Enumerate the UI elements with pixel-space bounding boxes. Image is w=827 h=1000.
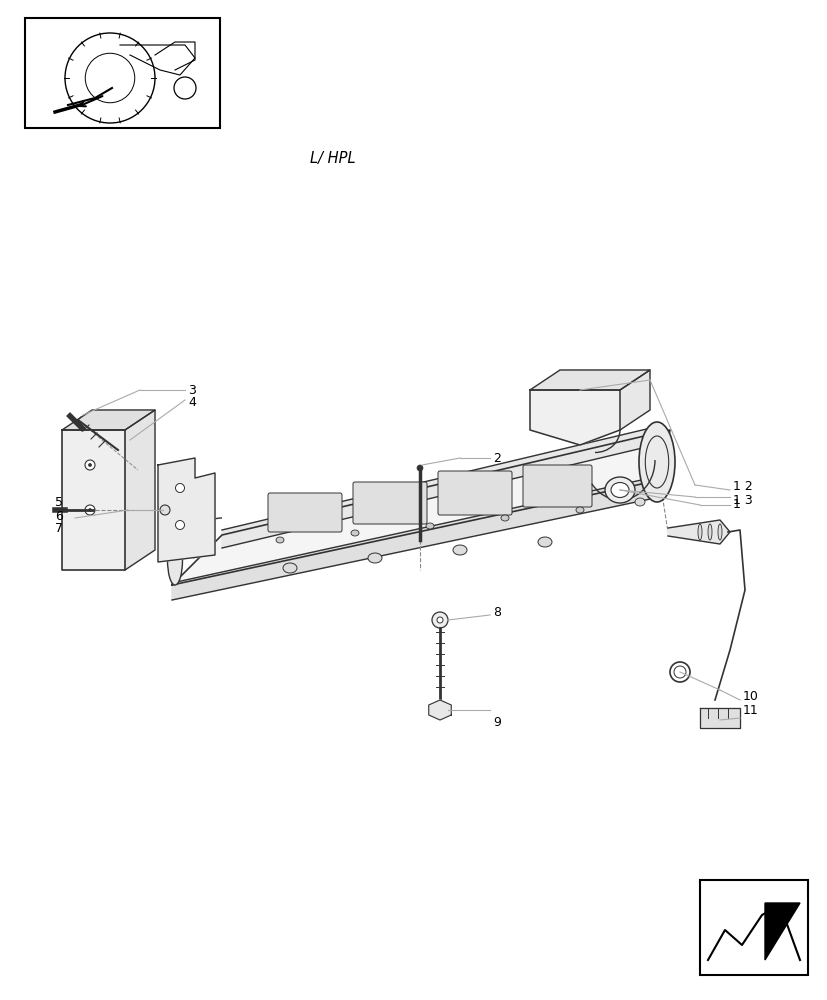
FancyBboxPatch shape [352, 482, 427, 524]
Ellipse shape [437, 617, 442, 623]
Polygon shape [62, 430, 125, 570]
FancyBboxPatch shape [523, 465, 591, 507]
Text: 1: 1 [732, 498, 740, 512]
FancyBboxPatch shape [437, 471, 511, 515]
Ellipse shape [85, 460, 95, 470]
Ellipse shape [160, 505, 170, 515]
Ellipse shape [576, 507, 583, 513]
Ellipse shape [638, 422, 674, 502]
Ellipse shape [88, 508, 92, 512]
Ellipse shape [425, 523, 433, 529]
Ellipse shape [88, 464, 92, 466]
Polygon shape [699, 708, 739, 728]
Text: 5: 5 [55, 496, 63, 510]
Text: 1 2: 1 2 [732, 481, 752, 493]
Ellipse shape [367, 553, 381, 563]
Ellipse shape [605, 477, 634, 503]
Ellipse shape [673, 666, 686, 678]
Polygon shape [172, 477, 654, 600]
Bar [25, 18, 220, 128]
Polygon shape [764, 903, 799, 960]
Ellipse shape [351, 530, 359, 536]
Text: 9: 9 [492, 716, 500, 729]
Ellipse shape [610, 483, 629, 497]
Ellipse shape [175, 484, 184, 492]
Polygon shape [172, 430, 669, 585]
Ellipse shape [85, 505, 95, 515]
Polygon shape [222, 427, 654, 548]
Polygon shape [158, 458, 215, 562]
Ellipse shape [500, 515, 509, 521]
Polygon shape [667, 520, 729, 544]
Ellipse shape [697, 524, 701, 540]
Polygon shape [529, 370, 649, 390]
Polygon shape [428, 700, 451, 720]
Text: 10: 10 [742, 690, 758, 704]
Ellipse shape [611, 482, 627, 494]
Ellipse shape [283, 563, 297, 573]
Ellipse shape [538, 537, 552, 547]
Text: 3: 3 [188, 383, 196, 396]
Ellipse shape [634, 498, 644, 506]
Text: 7: 7 [55, 522, 63, 536]
Text: 11: 11 [742, 704, 758, 716]
Text: 1 3: 1 3 [732, 493, 752, 506]
Ellipse shape [452, 545, 466, 555]
Ellipse shape [275, 537, 284, 543]
Ellipse shape [175, 520, 184, 530]
Polygon shape [529, 390, 619, 445]
Ellipse shape [417, 465, 423, 471]
Polygon shape [619, 370, 649, 430]
Ellipse shape [717, 524, 721, 540]
Ellipse shape [707, 524, 711, 540]
Ellipse shape [432, 612, 447, 628]
Text: L/ HPL: L/ HPL [309, 151, 355, 166]
FancyBboxPatch shape [268, 493, 342, 532]
Text: 8: 8 [492, 605, 500, 618]
Text: 2: 2 [492, 452, 500, 464]
Bar [699, 880, 807, 975]
Ellipse shape [167, 535, 182, 585]
Text: 6: 6 [55, 510, 63, 522]
Polygon shape [125, 410, 155, 570]
Polygon shape [62, 410, 155, 430]
Text: 4: 4 [188, 396, 196, 410]
